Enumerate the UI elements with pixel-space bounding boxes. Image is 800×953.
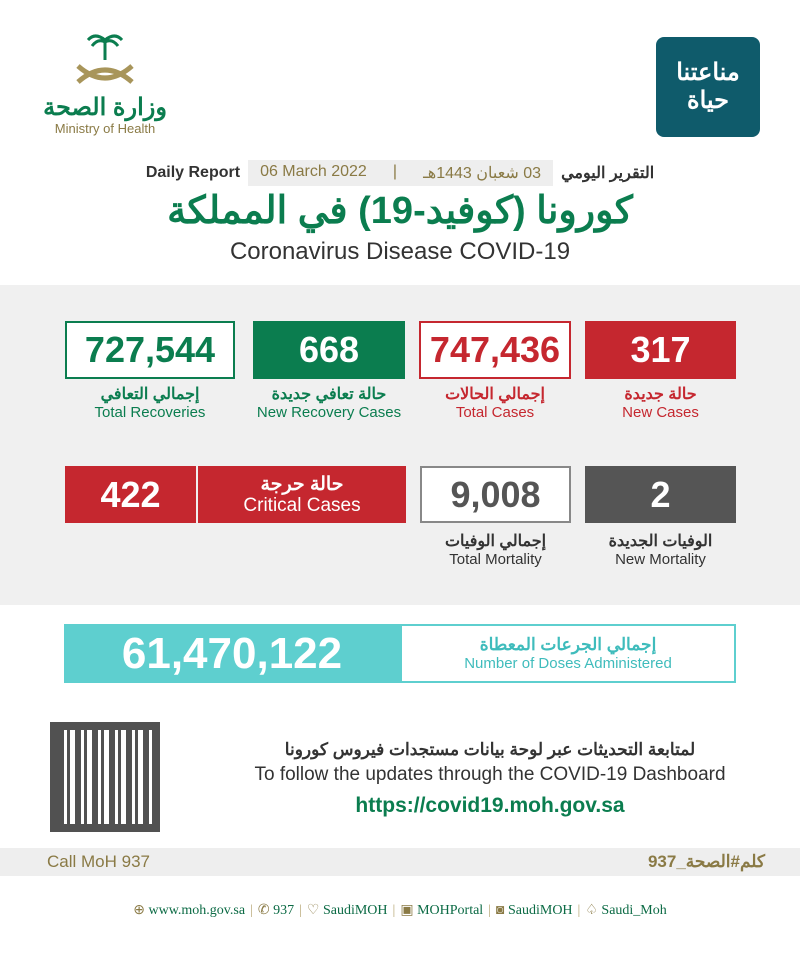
footer-divider: | [250, 902, 253, 918]
report-date-box: 06 March 2022 | 03 شعبان 1443هـ [248, 160, 554, 186]
dashboard-link[interactable]: https://covid19.moh.gov.sa [355, 794, 625, 817]
footer-link[interactable]: ♤ Saudi_Moh [585, 902, 666, 919]
footer-link[interactable]: ♡ SaudiMOH [307, 902, 388, 919]
youtube-icon: ▣ [400, 903, 418, 918]
campaign-logo: مناعتنا حياة [656, 37, 760, 137]
new-mortality-value: 2 [585, 466, 736, 523]
doses-en: Number of Doses Administered [464, 655, 672, 672]
footer-divider: | [299, 902, 302, 918]
date-divider: | [392, 163, 398, 180]
globe-icon: ⊕ [133, 903, 149, 918]
critical-en: Critical Cases [243, 494, 361, 516]
footer-link-text: www.moh.gov.sa [148, 903, 246, 918]
report-date-en: 06 March 2022 [260, 163, 367, 180]
new-recoveries-ar: حالة تعافي جديدة [271, 386, 387, 403]
call-bar: Call MoH 937 كلم#الصحة_937 [0, 848, 800, 876]
footer-link-text: 937 [273, 903, 295, 918]
total-recoveries-value: 727,544 [65, 321, 235, 379]
critical-label: حالة حرجة Critical Cases [198, 466, 406, 523]
moh-logo: وزارة الصحة Ministry of Health [40, 30, 170, 136]
footer-link[interactable]: ◙ SaudiMOH [496, 903, 573, 919]
qr-code[interactable] [50, 722, 160, 832]
instagram-icon: ◙ [496, 902, 508, 918]
new-cases-en: New Cases [622, 404, 699, 421]
new-recoveries-value: 668 [253, 321, 405, 379]
phone-icon: ✆ [257, 903, 274, 918]
title-en: Coronavirus Disease COVID-19 [229, 238, 571, 265]
call-en: Call MoH 937 [47, 852, 150, 871]
total-mortality-en: Total Mortality [449, 551, 542, 568]
total-recoveries-label: إجمالي التعافي Total Recoveries [55, 384, 245, 421]
new-mortality-label: الوفيات الجديدة New Mortality [575, 531, 746, 568]
new-recoveries-label: حالة تعافي جديدة New Recovery Cases [240, 384, 418, 421]
doses-value: 61,470,122 [64, 624, 400, 683]
title-ar: كورونا (كوفيد-19) في المملكة [167, 190, 633, 232]
doses-label: إجمالي الجرعات المعطاة Number of Doses A… [400, 624, 736, 683]
snapchat-icon: ♤ [585, 903, 602, 918]
total-mortality-label: إجمالي الوفيات Total Mortality [410, 531, 581, 568]
footer-link-text: SaudiMOH [507, 902, 573, 918]
total-cases-value: 747,436 [419, 321, 571, 379]
critical-value: 422 [65, 466, 196, 523]
footer-divider: | [392, 902, 396, 918]
footer-link-text: Saudi_Moh [601, 903, 667, 918]
report-date-hijri: 03 شعبان 1443هـ [423, 165, 542, 182]
new-cases-value: 317 [585, 321, 736, 379]
footer-divider: | [488, 902, 492, 918]
footer-link-text: MOHPortal [417, 903, 484, 918]
twitter-icon: ♡ [306, 903, 323, 918]
doses-ar: إجمالي الجرعات المعطاة [479, 635, 657, 654]
dashboard-en: To follow the updates through the COVID-… [254, 764, 726, 785]
footer-divider: | [577, 902, 581, 918]
new-recoveries-en: New Recovery Cases [256, 404, 402, 421]
call-ar: كلم#الصحة_937 [647, 852, 765, 871]
report-label-ar: التقرير اليومي [561, 165, 655, 182]
total-mortality-ar: إجمالي الوفيات [444, 533, 547, 550]
report-label-en: Daily Report [145, 164, 241, 181]
new-mortality-ar: الوفيات الجديدة [608, 533, 713, 550]
footer-link[interactable]: ▣ MOHPortal [400, 902, 483, 919]
footer-link-text: SaudiMOH [322, 903, 388, 918]
total-cases-label: إجمالي الحالات Total Cases [419, 384, 571, 421]
moh-logo-ar: وزارة الصحة [43, 94, 167, 121]
campaign-logo-text: مناعتنا حياة [676, 59, 740, 114]
new-cases-ar: حالة جديدة [624, 386, 697, 403]
footer-links: ⊕ www.moh.gov.sa | ✆ 937 | ♡ SaudiMOH | ▣ MOHP… [0, 902, 800, 919]
total-mortality-value: 9,008 [420, 466, 571, 523]
total-cases-en: Total Cases [455, 404, 535, 421]
dashboard-ar: لمتابعة التحديثات عبر لوحة بيانات مستجدا… [284, 740, 696, 759]
total-recoveries-en: Total Recoveries [94, 404, 206, 421]
palm-swords-icon [76, 34, 134, 84]
new-cases-label: حالة جديدة New Cases [585, 384, 736, 421]
total-cases-ar: إجمالي الحالات [445, 386, 545, 403]
moh-logo-en: Ministry of Health [54, 121, 156, 136]
total-recoveries-ar: إجمالي التعافي [100, 386, 200, 403]
new-mortality-en: New Mortality [615, 551, 706, 568]
footer-link[interactable]: ⊕ www.moh.gov.sa [133, 902, 245, 919]
footer-link[interactable]: ✆ 937 [258, 902, 294, 919]
critical-ar: حالة حرجة [260, 473, 344, 495]
